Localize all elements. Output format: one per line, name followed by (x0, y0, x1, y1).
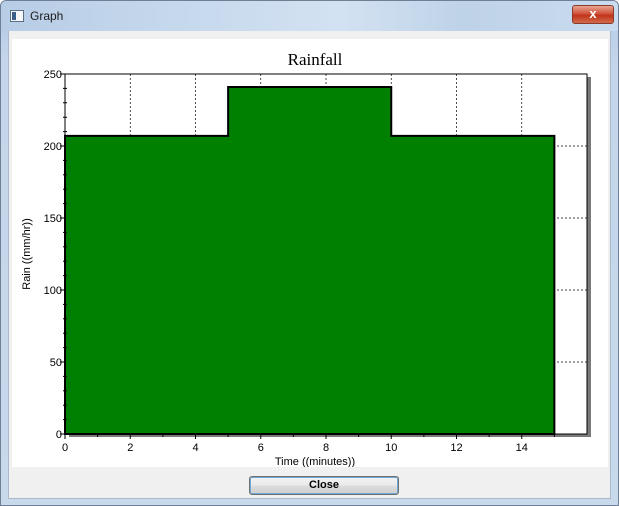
rainfall-area (64, 85, 556, 435)
y-axis-label: Rain ((mm/hr)) (21, 218, 33, 290)
rainfall-chart: 0 2 4 6 8 10 12 14 0 50 100 150 200 250 Rainfall Time… (21, 50, 591, 467)
app-window-icon (10, 10, 24, 22)
window-title: Graph (30, 9, 64, 23)
axis-layer: 0 2 4 6 8 10 12 14 0 50 100 150 200 250 (44, 69, 587, 454)
x-tick-label: 14 (516, 442, 528, 454)
series-layer (64, 85, 556, 435)
y-tick-label: 100 (44, 285, 62, 297)
x-tick-label: 2 (127, 442, 133, 454)
y-tick-label: 200 (44, 141, 62, 153)
client-area: 0 2 4 6 8 10 12 14 0 50 100 150 200 250 Rainfall Time… (8, 31, 611, 499)
x-tick-label: 8 (323, 442, 329, 454)
chart-title: Rainfall (288, 50, 343, 69)
x-axis-label: Time ((minutes)) (275, 456, 355, 467)
close-icon[interactable]: x (572, 5, 614, 24)
x-tick-label: 0 (62, 442, 68, 454)
close-button[interactable]: Close (249, 476, 399, 495)
x-tick-label: 10 (385, 442, 397, 454)
title-bar[interactable]: Graph x (1, 1, 618, 31)
y-tick-label: 50 (50, 357, 62, 369)
x-tick-label: 12 (450, 442, 462, 454)
x-tick-label: 4 (192, 442, 198, 454)
y-tick-label: 250 (44, 69, 62, 81)
graph-panel: 0 2 4 6 8 10 12 14 0 50 100 150 200 250 Rainfall Time… (12, 39, 608, 467)
y-tick-label: 0 (56, 429, 62, 441)
x-tick-label: 6 (258, 442, 264, 454)
y-tick-label: 150 (44, 213, 62, 225)
